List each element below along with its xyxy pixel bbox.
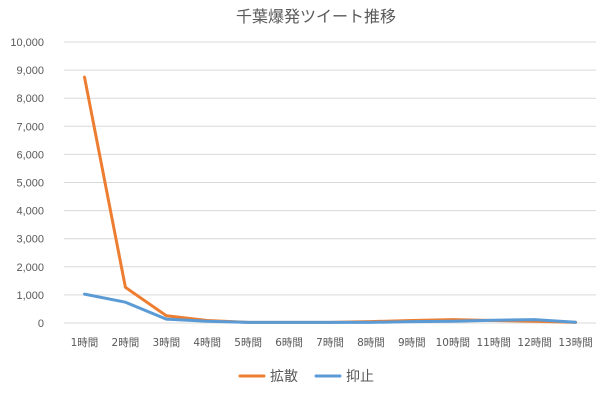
x-tick-label: 10時間 <box>436 337 470 349</box>
chart-title: 千葉爆発ツイート推移 <box>236 7 396 26</box>
y-tick-label: 2,000 <box>16 262 44 274</box>
legend-label-1: 抑止 <box>346 369 374 385</box>
x-tick-label: 4時間 <box>193 337 221 349</box>
y-tick-label: 4,000 <box>16 206 44 218</box>
x-tick-label: 1時間 <box>71 337 99 349</box>
y-tick-label: 6,000 <box>16 149 44 161</box>
y-tick-label: 0 <box>38 318 44 330</box>
x-axis-ticks: 1時間 2時間 3時間 4時間 5時間 6時間 7時間 8時間 9時間 10時間 11時間 12時間 1… <box>71 337 593 349</box>
y-tick-label: 8,000 <box>16 93 44 105</box>
x-tick-label: 6時間 <box>275 337 303 349</box>
series-line-0 <box>83 75 577 324</box>
y-tick-label: 1,000 <box>16 290 44 302</box>
series-line-1 <box>83 292 577 324</box>
x-tick-label: 3時間 <box>152 337 180 349</box>
y-tick-label: 5,000 <box>16 178 44 190</box>
legend-label-0: 拡散 <box>270 369 298 385</box>
y-tick-label: 7,000 <box>16 121 44 133</box>
x-tick-label: 2時間 <box>112 337 140 349</box>
x-tick-label: 8時間 <box>357 337 385 349</box>
y-tick-label: 9,000 <box>16 65 44 77</box>
x-tick-label: 13時間 <box>558 337 592 349</box>
x-tick-label: 7時間 <box>316 337 344 349</box>
y-tick-label: 10,000 <box>10 37 44 49</box>
series-lines <box>83 75 577 324</box>
x-tick-label: 5時間 <box>234 337 262 349</box>
x-tick-label: 12時間 <box>517 337 551 349</box>
legend: 拡散 抑止 <box>238 369 374 385</box>
x-tick-label: 11時間 <box>477 337 511 349</box>
y-tick-label: 3,000 <box>16 234 44 246</box>
x-tick-label: 9時間 <box>398 337 426 349</box>
y-axis-ticks: 0 1,000 2,000 3,000 4,000 5,000 6,000 7,000 8,00… <box>10 37 44 330</box>
gridlines <box>64 41 596 324</box>
